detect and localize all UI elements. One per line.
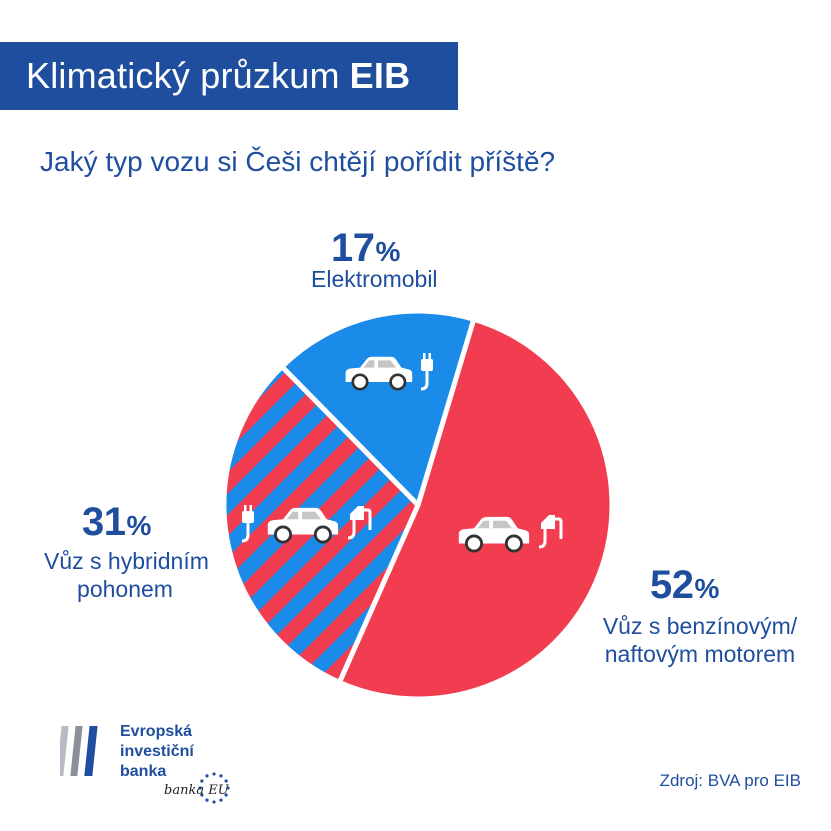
electric-label: Elektromobil xyxy=(311,266,438,292)
source-note: Zdroj: BVA pro EIB xyxy=(659,771,801,790)
eu-star xyxy=(200,779,204,783)
bank-name-line1: Evropská xyxy=(120,723,193,740)
fuel-percent: 52% xyxy=(650,563,719,608)
hybrid-percent-sign: % xyxy=(126,510,152,541)
eu-star xyxy=(212,772,216,776)
fuel-pump-icon xyxy=(538,515,563,549)
fuel-label: Vůz s benzínovým/ naftovým motorem xyxy=(600,612,800,668)
title-eib: EIB xyxy=(349,55,411,96)
eu-star xyxy=(219,774,223,778)
bank-name-line2: investiční xyxy=(120,743,194,760)
eu-star xyxy=(205,774,209,778)
eu-star xyxy=(224,779,228,783)
hybrid-car-icon xyxy=(267,507,339,544)
eu-star xyxy=(200,793,204,797)
eu-star xyxy=(198,786,202,790)
bank-name-line3: banka xyxy=(120,763,167,780)
eib-logo-icon xyxy=(60,726,98,776)
bank-signature: banka EU xyxy=(164,783,229,798)
electric-percent-sign: % xyxy=(375,236,401,267)
electric-percent: 17% xyxy=(331,226,400,271)
hybrid-label-line2: pohonem xyxy=(77,576,173,602)
title-prefix: Klimatický průzkum xyxy=(26,55,340,96)
electric-value: 17 xyxy=(331,226,375,270)
fuel-slice xyxy=(336,316,615,702)
plug-icon xyxy=(420,353,433,391)
hybrid-value: 31 xyxy=(82,500,126,544)
eu-star xyxy=(219,798,223,802)
fuel-percent-sign: % xyxy=(694,573,720,604)
fuel-label-line1: Vůz s benzínovým/ xyxy=(602,613,798,639)
fuel-value: 52 xyxy=(650,563,694,607)
eu-stars-icon xyxy=(198,772,230,804)
hybrid-fuel-pump-icon xyxy=(347,506,372,540)
eu-star xyxy=(212,800,216,804)
fuel-car-icon xyxy=(458,516,530,553)
eu-star xyxy=(205,798,209,802)
fuel-label-line2: naftovým motorem xyxy=(604,641,796,667)
hybrid-plug-icon xyxy=(241,505,254,543)
hybrid-label-line1: Vůz s hybridním xyxy=(44,548,209,574)
chart-question: Jaký typ vozu si Češi chtějí pořídit pří… xyxy=(40,146,556,177)
bank-name: Evropská investiční banka xyxy=(120,722,194,782)
title-banner: Klimatický průzkum EIB xyxy=(0,42,458,110)
electric-car-icon xyxy=(345,356,413,391)
eu-star xyxy=(226,786,230,790)
hybrid-percent: 31% xyxy=(82,500,151,545)
hybrid-label: Vůz s hybridním pohonem xyxy=(44,547,209,603)
eu-star xyxy=(224,793,228,797)
